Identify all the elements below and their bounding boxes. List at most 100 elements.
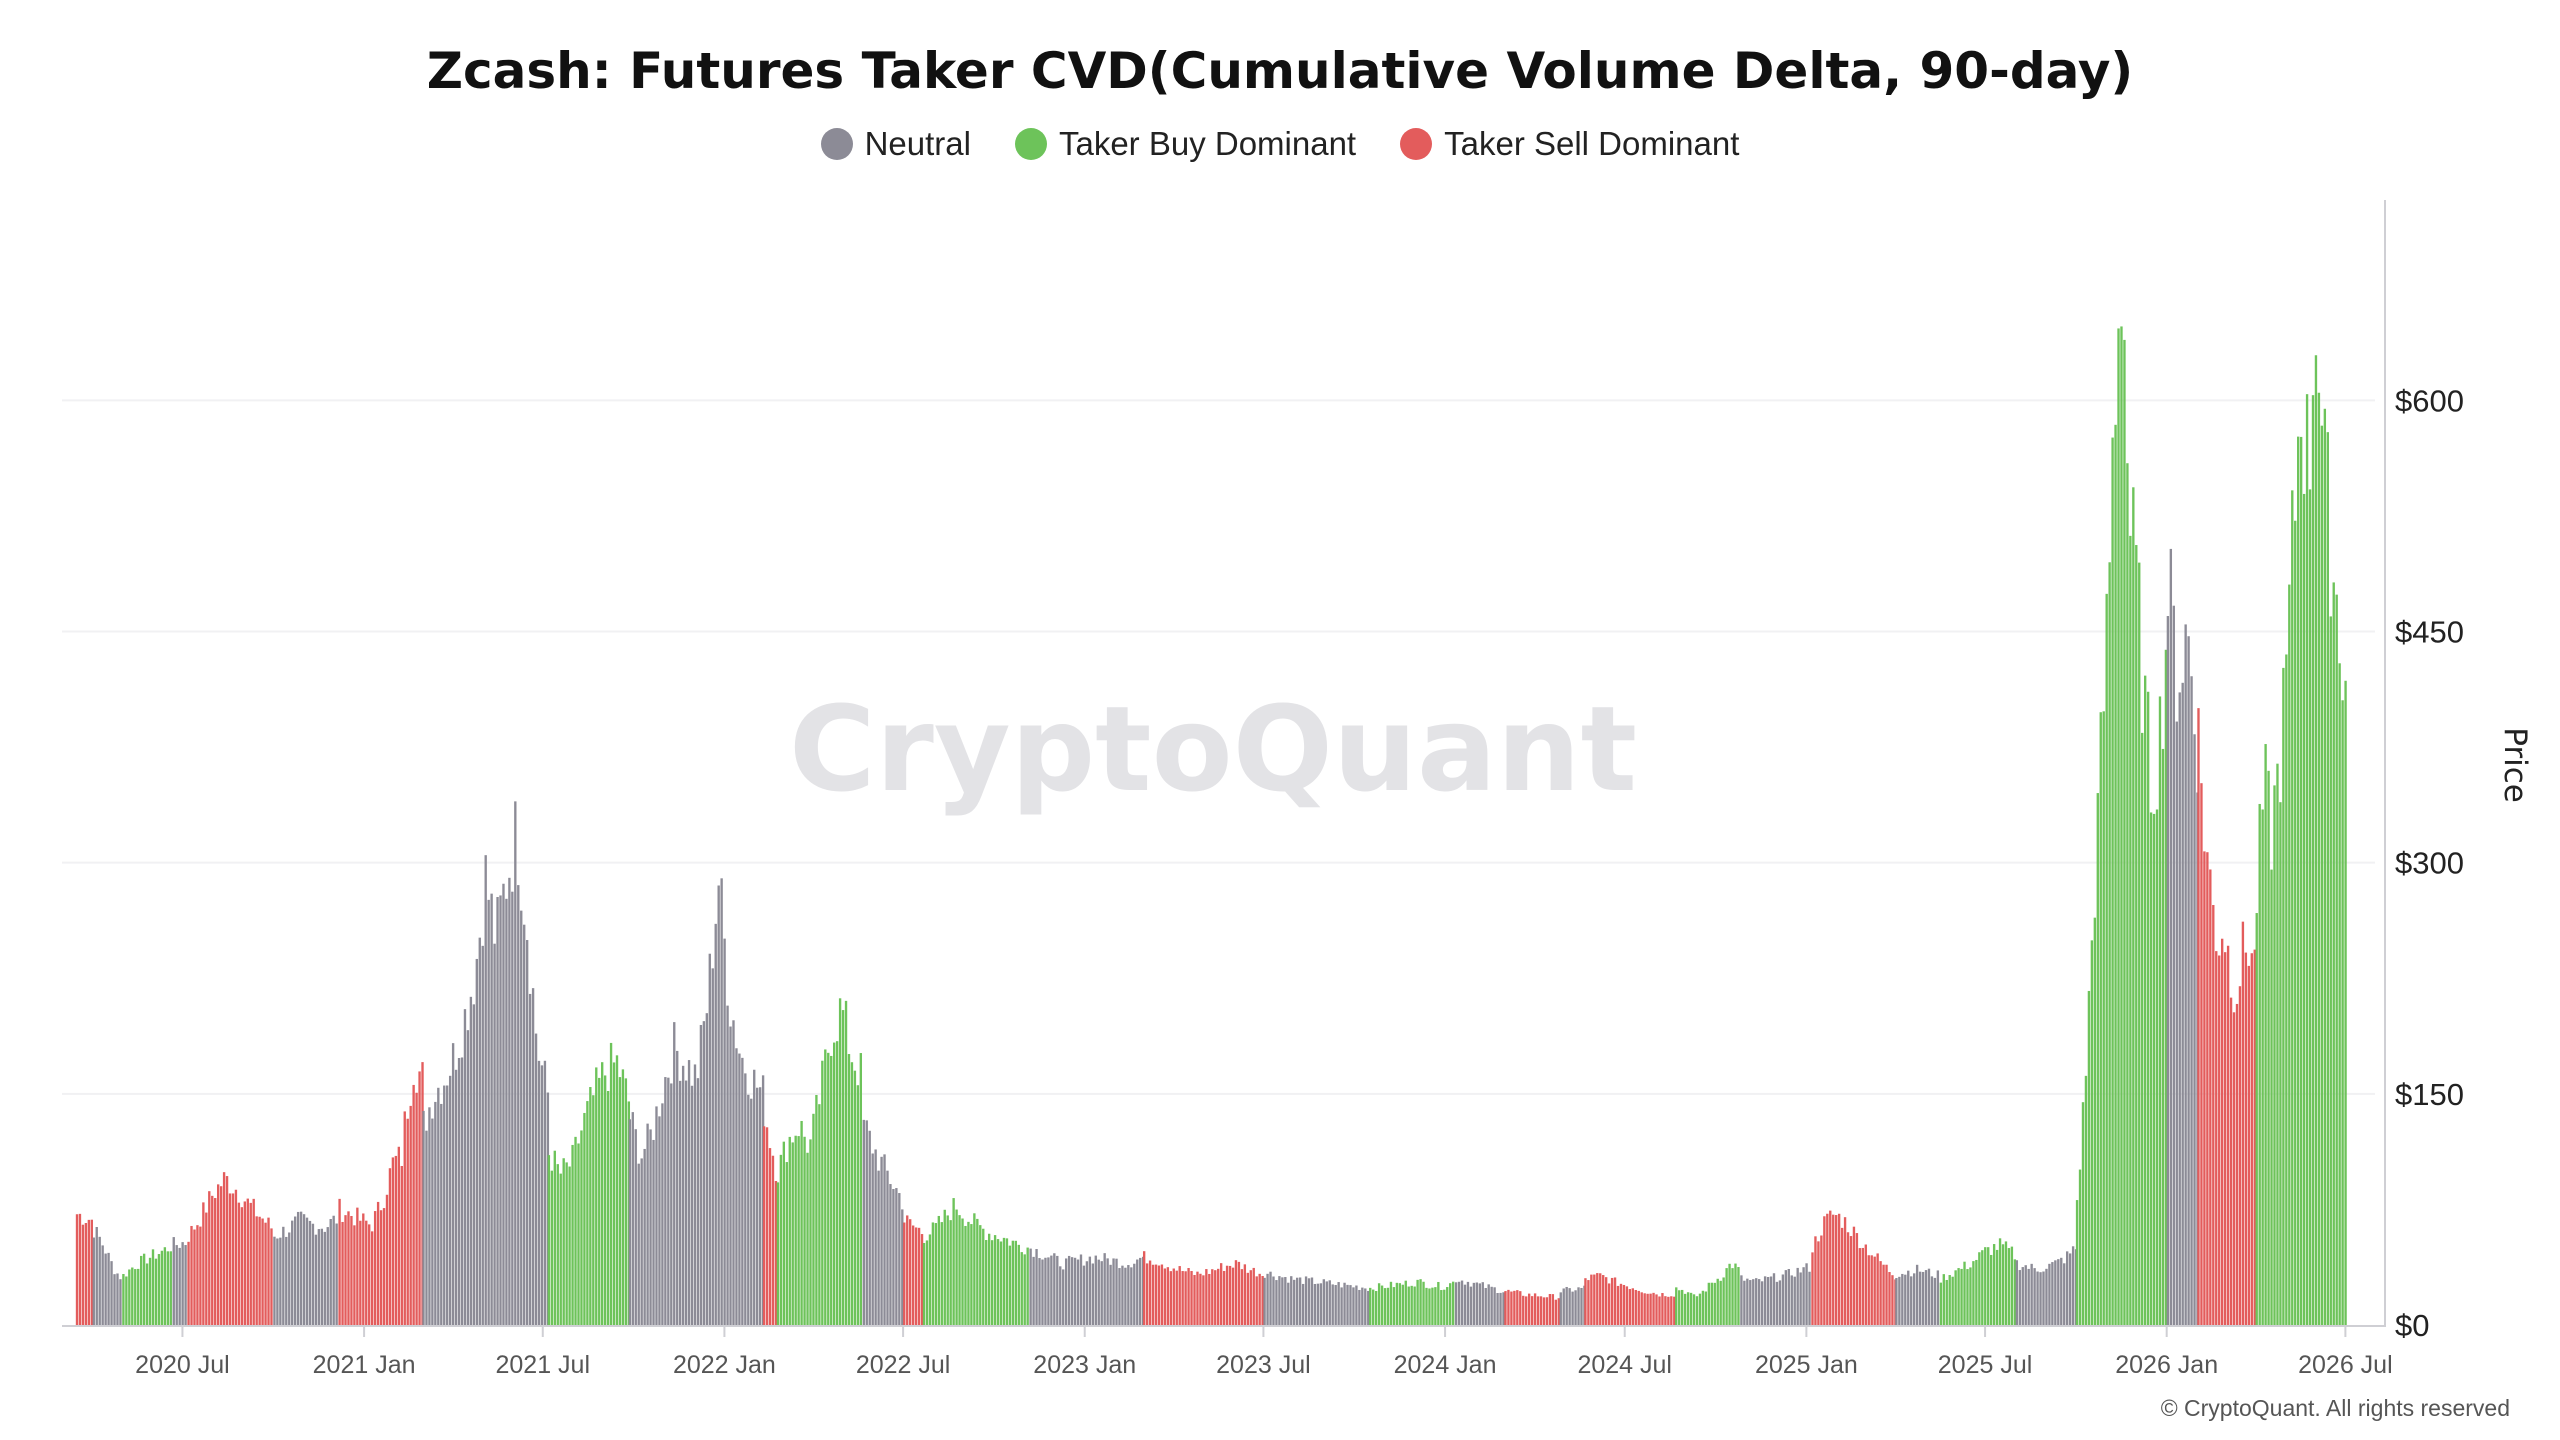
bar [540, 1065, 544, 1325]
bar [1266, 1273, 1269, 1325]
bar [493, 943, 496, 1325]
bar [1184, 1271, 1187, 1325]
bar [640, 1158, 643, 1325]
bar [1852, 1226, 1856, 1325]
bar [1401, 1284, 1404, 1325]
bar [961, 1218, 964, 1325]
bar [1507, 1289, 1510, 1325]
watermark: CryptoQuant [789, 680, 1637, 818]
bar [1020, 1252, 1023, 1325]
bar [305, 1217, 309, 1325]
bar [841, 1010, 845, 1325]
bar [1829, 1210, 1832, 1325]
bar [1026, 1247, 1029, 1325]
bar [673, 1022, 676, 1325]
bar [1891, 1275, 1894, 1325]
bar [270, 1228, 273, 1325]
bar [1593, 1274, 1596, 1325]
bar [1136, 1259, 1139, 1325]
bar [1551, 1294, 1555, 1325]
bar [1622, 1284, 1626, 1325]
bar [428, 1107, 431, 1325]
legend-item-taker-sell[interactable]: Taker Sell Dominant [1400, 125, 1739, 163]
bar [1428, 1288, 1431, 1325]
bar [1519, 1291, 1522, 1325]
legend-item-neutral[interactable]: Neutral [820, 125, 971, 163]
bar [2166, 616, 2170, 1325]
bar [1076, 1259, 1080, 1325]
bar [693, 1064, 697, 1325]
bar [1625, 1286, 1629, 1325]
bar [1898, 1276, 1901, 1325]
bar [196, 1225, 199, 1325]
bar [110, 1261, 113, 1325]
bar [1094, 1255, 1097, 1325]
bar [1781, 1274, 1785, 1325]
bar [1527, 1293, 1531, 1325]
bar [568, 1166, 571, 1325]
bar [1337, 1282, 1340, 1325]
bar [1984, 1247, 1987, 1325]
bar [1861, 1247, 1865, 1325]
bar [1664, 1296, 1667, 1325]
bar [1637, 1290, 1640, 1325]
bar [113, 1274, 116, 1325]
bar [1805, 1263, 1808, 1325]
bar [774, 1181, 778, 1325]
bar [2255, 913, 2258, 1325]
bar [1784, 1270, 1788, 1325]
bar [517, 885, 520, 1325]
bar [589, 1087, 592, 1325]
bar [788, 1136, 791, 1325]
bar [2042, 1271, 2045, 1325]
bar [886, 1170, 889, 1325]
bar [1960, 1268, 1963, 1325]
bar [211, 1195, 214, 1325]
bar [1082, 1265, 1086, 1325]
bar [892, 1189, 895, 1325]
bar [1478, 1283, 1481, 1325]
bar [952, 1198, 955, 1325]
bar [92, 1237, 95, 1325]
bar [84, 1223, 88, 1325]
legend-dot-taker-buy [1014, 128, 1047, 160]
bar [323, 1231, 326, 1325]
bar [595, 1067, 598, 1325]
bar [889, 1184, 892, 1325]
bar [520, 910, 523, 1325]
bar [499, 895, 502, 1325]
bar [649, 1129, 652, 1325]
bar [1849, 1236, 1853, 1325]
bar [1109, 1264, 1112, 1325]
bar [2288, 584, 2291, 1325]
bar [601, 1062, 604, 1325]
legend-label-neutral: Neutral [864, 125, 971, 162]
bar [2120, 326, 2123, 1325]
bar [1772, 1273, 1776, 1325]
bar [1966, 1269, 1969, 1325]
bar [264, 1222, 267, 1325]
bar [732, 1020, 735, 1325]
bar [1175, 1270, 1178, 1325]
bar [2132, 487, 2135, 1325]
bar [2341, 700, 2344, 1325]
bar [1987, 1247, 1990, 1325]
bar [909, 1219, 912, 1325]
bar [1222, 1270, 1226, 1325]
axes: $0 $150 $300 $450 $600 2020 Jul 2021 Jan 2021 J… [62, 200, 2464, 1379]
bar [1704, 1291, 1708, 1325]
bar [175, 1245, 178, 1325]
bar [425, 1130, 428, 1325]
legend-item-taker-buy[interactable]: Taker Buy Dominant [1014, 125, 1356, 163]
bar [1954, 1270, 1957, 1325]
bar [2172, 605, 2175, 1325]
bar [815, 1094, 818, 1325]
bar [2007, 1248, 2011, 1325]
bar [107, 1252, 110, 1325]
bar [958, 1215, 961, 1325]
bar [359, 1220, 362, 1325]
bar [1389, 1281, 1393, 1325]
bar [1307, 1278, 1311, 1325]
bar [1808, 1271, 1811, 1325]
bar [139, 1255, 143, 1325]
